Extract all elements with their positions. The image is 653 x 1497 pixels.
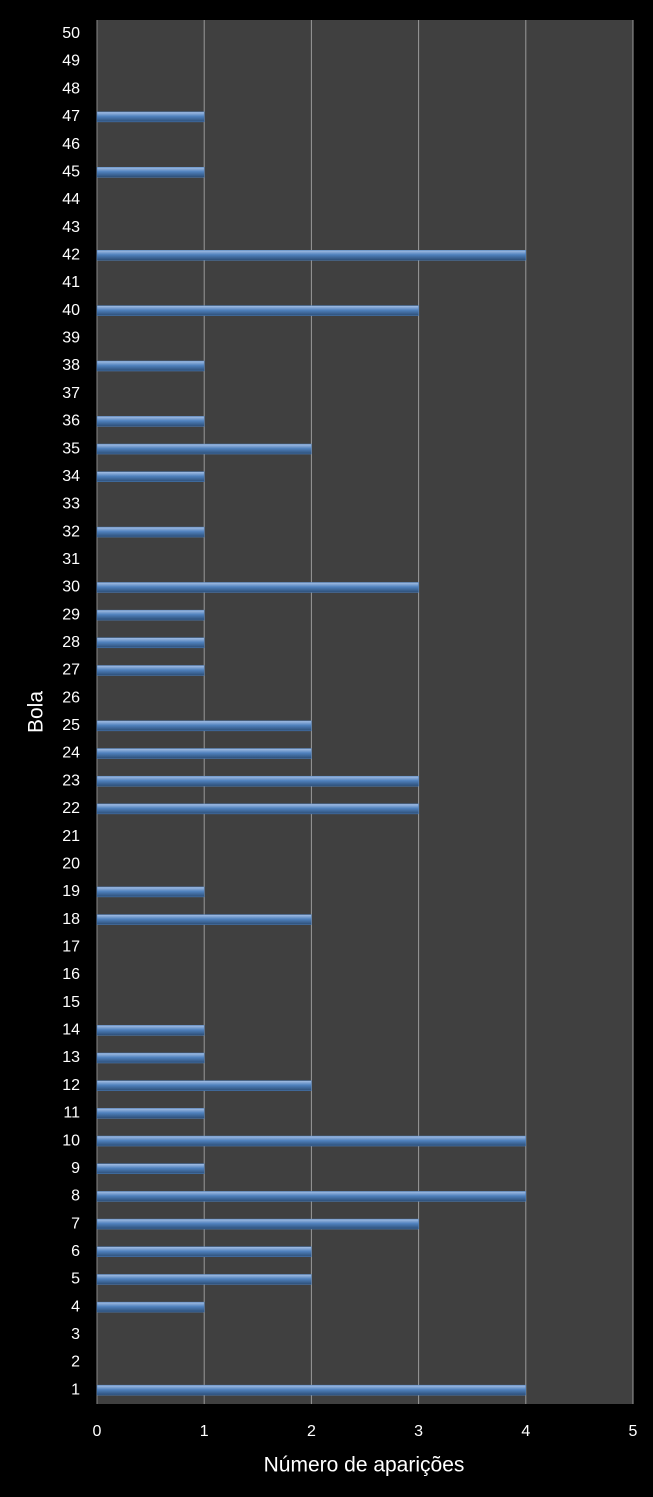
y-tick-label: 3 (71, 1326, 80, 1343)
bar (96, 250, 527, 261)
y-tick-label: 39 (62, 330, 80, 347)
y-tick-label: 21 (62, 828, 80, 845)
bar (96, 1108, 205, 1119)
bar (96, 111, 205, 123)
bar (96, 471, 205, 482)
bar (96, 775, 419, 787)
y-tick-label: 23 (62, 772, 80, 789)
bar (96, 305, 419, 316)
bar (96, 416, 205, 427)
y-tick-label: 1 (71, 1381, 80, 1398)
y-tick-label: 46 (62, 136, 80, 153)
x-tick-label: 5 (629, 1423, 638, 1440)
bar (96, 665, 205, 676)
y-tick-label: 11 (63, 1105, 80, 1122)
bar (96, 914, 312, 925)
y-tick-label: 19 (62, 883, 80, 900)
bar (96, 720, 312, 732)
bar (96, 637, 205, 649)
y-tick-label: 47 (62, 108, 80, 125)
y-tick-label: 9 (71, 1160, 80, 1177)
y-tick-label: 28 (62, 634, 80, 651)
y-tick-label: 29 (62, 606, 80, 623)
y-tick-label: 2 (71, 1354, 80, 1371)
y-tick-label: 27 (62, 662, 80, 679)
y-axis-title: Bola (25, 691, 48, 733)
y-tick-label: 41 (62, 274, 80, 291)
y-tick-label: 38 (62, 357, 80, 374)
y-tick-label: 17 (62, 938, 80, 955)
x-tick-label: 3 (414, 1423, 423, 1440)
bar (96, 166, 205, 178)
bar (96, 443, 312, 455)
y-tick-label: 33 (62, 496, 80, 513)
y-tick-label: 13 (62, 1049, 80, 1066)
y-tick-label: 10 (62, 1132, 80, 1149)
y-tick-label: 36 (62, 413, 80, 430)
y-tick-label: 48 (62, 80, 80, 97)
y-tick-label: 34 (62, 468, 80, 485)
bar (96, 526, 205, 538)
y-tick-label: 4 (71, 1298, 80, 1315)
y-tick-label: 16 (62, 966, 80, 983)
y-tick-label: 20 (62, 855, 80, 872)
y-tick-label: 15 (62, 994, 80, 1011)
y-tick-label: 7 (71, 1215, 80, 1232)
x-axis-title: Número de aparições (264, 1454, 465, 1477)
bar (96, 1080, 312, 1091)
y-tick-label: 40 (62, 302, 80, 319)
y-tick-label: 22 (62, 800, 80, 817)
bar (96, 1191, 527, 1202)
bar (96, 1384, 527, 1396)
x-tick-label: 2 (307, 1423, 316, 1440)
y-tick-label: 37 (62, 385, 80, 402)
bar (96, 609, 205, 621)
bar (96, 582, 419, 593)
bar (96, 886, 205, 898)
y-tick-label: 32 (62, 523, 80, 540)
y-tick-label: 14 (62, 1022, 80, 1039)
y-tick-label: 12 (62, 1077, 80, 1094)
bar (96, 1163, 205, 1174)
y-tick-label: 5 (71, 1271, 80, 1288)
y-tick-label: 8 (71, 1188, 80, 1205)
y-tick-label: 49 (62, 53, 80, 70)
bar (96, 1218, 419, 1230)
y-tick-label: 31 (62, 551, 80, 568)
bar (96, 1274, 312, 1285)
y-tick-label: 6 (71, 1243, 80, 1260)
y-tick-label: 44 (62, 191, 80, 208)
x-tick-label: 4 (521, 1423, 530, 1440)
y-tick-label: 18 (62, 911, 80, 928)
bar (96, 1052, 205, 1064)
y-tick-label: 25 (62, 717, 80, 734)
x-tick-label: 0 (93, 1423, 102, 1440)
y-tick-label: 43 (62, 219, 80, 236)
bar (96, 803, 419, 815)
y-tick-label: 35 (62, 440, 80, 457)
y-tick-label: 45 (62, 163, 80, 180)
y-tick-label: 26 (62, 689, 80, 706)
y-tick-label: 30 (62, 579, 80, 596)
bar (96, 360, 205, 372)
bar (96, 1246, 312, 1258)
y-tick-label: 24 (62, 745, 80, 762)
bar (96, 1301, 205, 1313)
x-tick-label: 1 (200, 1423, 209, 1440)
y-tick-label: 42 (62, 246, 80, 263)
bar (96, 1025, 205, 1036)
y-tick-label: 50 (62, 25, 80, 42)
bar (96, 1135, 527, 1147)
bar (96, 748, 312, 759)
